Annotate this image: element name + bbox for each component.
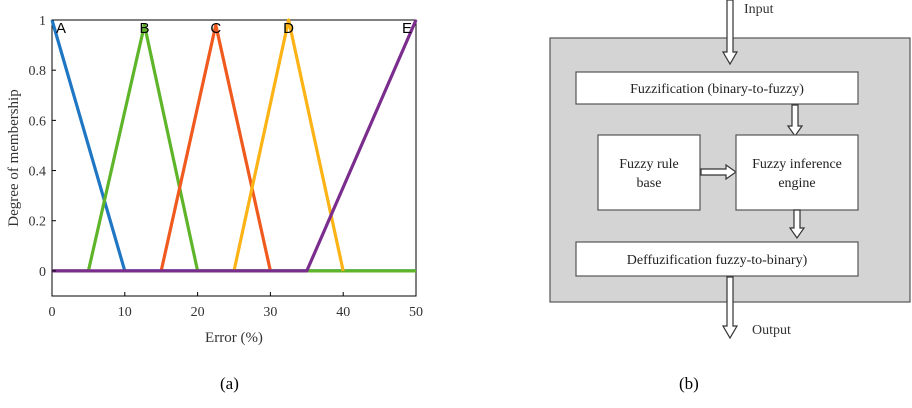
fuzzy-logic-block-diagram: Input Fuzzification (binary-to-fuzzy) Fu… <box>549 0 911 340</box>
rule-base-block <box>597 134 701 211</box>
input-label: Input <box>744 2 774 17</box>
rule-base-label-line2: base <box>637 176 662 191</box>
fuzzification-block <box>575 71 859 105</box>
x-tick-label: 50 <box>409 305 423 320</box>
inference-engine-block <box>735 134 859 211</box>
output-label: Output <box>752 323 791 338</box>
x-tick-label: 10 <box>118 305 132 320</box>
x-axis-label: Error (%) <box>205 330 263 346</box>
rule-base-to-inference-arrow <box>700 163 738 181</box>
x-tick-label: 0 <box>49 305 56 320</box>
fuzzification-to-inference-arrow <box>786 104 804 138</box>
y-tick-label: 0 <box>39 265 46 280</box>
defuzzification-label: Deffuzification fuzzy-to-binary) <box>627 253 808 268</box>
series-d-label: D <box>283 20 294 37</box>
series-e-line <box>52 19 418 273</box>
y-tick-label: 0.6 <box>29 114 47 129</box>
series-b-label: B <box>139 20 149 37</box>
plot-frame <box>51 19 417 297</box>
caption-b: (b) <box>679 374 699 393</box>
y-tick-label: 0.2 <box>29 215 47 230</box>
series-a-label: A <box>56 20 66 37</box>
x-tick-label: 30 <box>263 305 277 320</box>
caption-a: (a) <box>220 374 239 393</box>
membership-chart: 0 10 20 30 40 50 0 0.2 0.4 0.6 0.8 1 A B C D E Error (%… <box>6 14 423 346</box>
inference-engine-label-line2: engine <box>778 176 815 191</box>
y-tick-label: 0.4 <box>29 165 47 180</box>
output-arrow <box>721 276 739 340</box>
inference-to-defuzzification-arrow <box>788 209 806 240</box>
series-e-label: E <box>402 20 412 37</box>
inference-engine-label-line1: Fuzzy inference <box>752 157 842 172</box>
fuzzification-label: Fuzzification (binary-to-fuzzy) <box>630 82 804 97</box>
series-c-label: C <box>210 20 221 37</box>
y-axis-label: Degree of membership <box>6 89 22 226</box>
input-arrow <box>721 0 739 66</box>
rule-base-label-line1: Fuzzy rule <box>619 157 678 172</box>
series-d-line <box>232 18 345 272</box>
defuzzification-block <box>575 241 859 277</box>
x-tick-label: 40 <box>336 305 350 320</box>
y-tick-label: 1 <box>39 14 46 29</box>
x-tick-label: 20 <box>191 305 205 320</box>
y-tick-label: 0.8 <box>29 64 47 79</box>
